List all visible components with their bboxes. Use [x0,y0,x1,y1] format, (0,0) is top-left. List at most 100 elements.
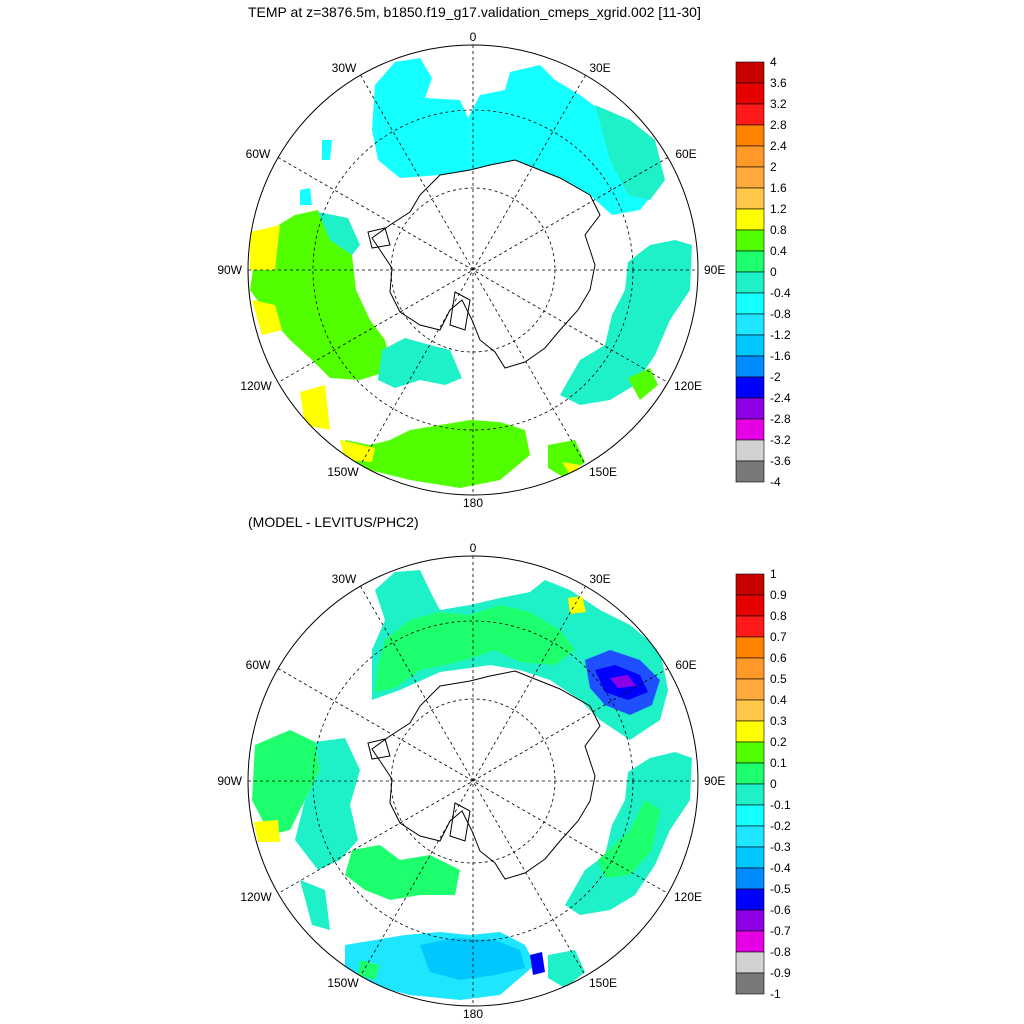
lon-label: 0 [470,541,477,555]
field-region [250,225,280,270]
coastline-island [449,291,471,331]
field-region [595,105,665,200]
field-region [358,960,380,980]
lon-label: 90W [217,263,242,277]
colorbar-swatch [735,376,765,399]
colorbar-label: 0.4 [770,244,787,258]
colorbar-label: 1 [770,567,777,581]
colorbar-swatch [735,636,765,659]
lon-label: 60E [675,147,696,161]
colorbar-swatch [735,741,765,764]
lon-label: 180 [463,496,483,510]
colorbar-swatch [735,103,765,126]
colorbar-label: 2.8 [770,118,787,132]
field-region [322,140,332,160]
field-region [610,675,636,688]
colorbar-swatch [735,460,765,483]
colorbar-swatch [735,951,765,974]
colorbar-label: -1 [770,987,781,1001]
colorbar-swatch [735,972,765,995]
colorbar-swatch [735,292,765,315]
colorbar-swatch [735,657,765,680]
lon-label: 120W [240,890,272,904]
colorbar-label: -1.6 [770,349,791,363]
colorbar-label: 0.6 [770,651,787,665]
field-region [340,440,375,462]
colorbar-swatch [735,418,765,441]
difference-field-bottom [252,570,692,1000]
lon-label: 90E [704,774,725,788]
field-region [295,738,360,870]
colorbar-swatch [735,615,765,638]
colorbar-swatch [735,783,765,806]
colorbar-swatch [735,846,765,869]
colorbar-swatch [735,229,765,252]
colorbar-label: 0.7 [770,630,787,644]
colorbar-label: -0.8 [770,945,791,959]
lon-label: 150W [327,976,359,990]
colorbar-swatch [735,61,765,84]
coastline-peninsula [367,738,391,760]
graticule [248,556,698,1006]
colorbar-swatch [735,930,765,953]
field-region [300,880,330,930]
lon-label: 180 [463,1007,483,1021]
colorbar-label: 0 [770,265,777,279]
colorbar-swatch [735,355,765,378]
colorbar-swatch [735,762,765,785]
colorbar-label: -0.8 [770,307,791,321]
colorbar-swatch [735,804,765,827]
colorbar-swatch [735,124,765,147]
lon-label: 30W [332,61,357,75]
polar-map-top: 0 30E 60E 90E 120E 150E 180 150W 120W 90… [217,30,725,510]
colorbar-label: 0.4 [770,693,787,707]
lon-label: 90E [704,263,725,277]
colorbar-label: 1.6 [770,181,787,195]
field-region [372,58,660,215]
colorbar-label: -0.2 [770,819,791,833]
colorbar-label: 0 [770,777,777,791]
colorbar-label: 4 [770,55,777,69]
temperature-field-top [250,58,692,488]
lon-label: 0 [470,30,477,44]
field-region [562,462,580,478]
colorbar-label: -1.2 [770,328,791,342]
colorbar-label: -2.8 [770,412,791,426]
colorbar-label: -0.3 [770,840,791,854]
colorbar-swatch [735,678,765,701]
field-region [628,368,658,400]
colorbar-swatch [735,720,765,743]
colorbar-swatch [735,439,765,462]
colorbar-label: 0.3 [770,714,787,728]
colorbar-label: -2 [770,370,781,384]
colorbar-label: -3.6 [770,454,791,468]
field-region [598,800,660,878]
lon-label: 150W [327,465,359,479]
colorbar-swatch [735,187,765,210]
field-region [300,385,330,430]
colorbar-label: -3.2 [770,433,791,447]
colorbar-label: -0.4 [770,861,791,875]
colorbar-label: -0.1 [770,798,791,812]
field-region [254,820,280,842]
lon-label: 60E [675,658,696,672]
colorbar-swatch [735,208,765,231]
lon-label: 60W [246,147,271,161]
map-boundary [247,44,699,496]
colorbar-swatch [735,699,765,722]
colorbar-label: 0.8 [770,223,787,237]
map-boundary [247,555,699,1007]
colorbar-top: 4 3.6 3.2 2.8 2.4 2 1.6 1.2 0.8 0.4 0 -0.4 -0.8 -1.2 -… [735,55,791,489]
colorbar-label: 1.2 [770,202,787,216]
field-region [420,938,525,980]
field-region [252,730,320,835]
colorbar-swatch [735,397,765,420]
lon-label: 120E [674,379,702,393]
lon-label: 90W [217,774,242,788]
colorbar-label: -0.5 [770,882,791,896]
colorbar-swatch [735,145,765,168]
colorbar-label: -0.9 [770,966,791,980]
colorbar-swatch [735,334,765,357]
colorbar-label: 0.2 [770,735,787,749]
colorbar-swatch [735,867,765,890]
